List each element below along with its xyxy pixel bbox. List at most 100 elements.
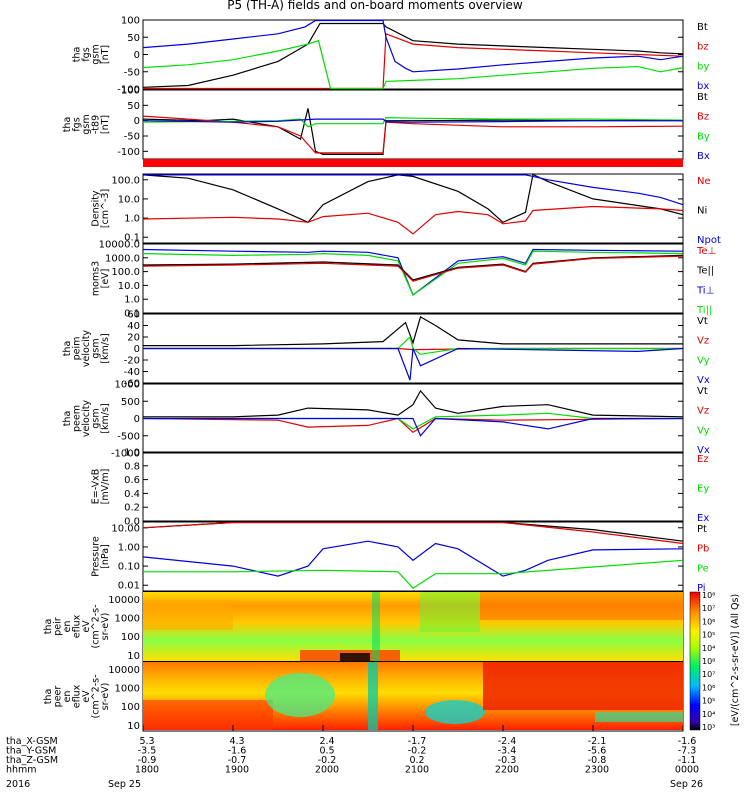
y-tick-label: 60 (127, 310, 140, 321)
legend-Npot: Npot (697, 235, 721, 246)
y-axis-label: Pressure (91, 536, 102, 577)
legend-Vx: Vx (697, 445, 710, 456)
colorbar-tick: 10⁸ (702, 657, 715, 666)
y-axis-label: velocity (81, 400, 92, 438)
legend-bz: bz (697, 42, 709, 53)
legend-Te||: Te|| (696, 266, 714, 277)
colorbar (689, 591, 701, 731)
panel-frame (142, 451, 684, 522)
y-axis-label: tha (62, 117, 73, 133)
y-axis-label: [km/s] (100, 403, 111, 433)
y-tick-label: 0 (134, 50, 140, 61)
legend-Vz: Vz (697, 336, 709, 347)
y-tick-label: 1000 (115, 380, 140, 391)
legend-Vy: Vy (697, 355, 710, 366)
y-tick-label: 100.0 (111, 175, 140, 186)
ephemeris-value: 5.3 (139, 736, 154, 747)
ephemeris-value: -0.2 (408, 746, 427, 757)
y-axis-label: [nPa] (100, 544, 111, 569)
y-axis-label: E=-VxB (91, 469, 102, 504)
y-axis-label: peer (53, 686, 64, 708)
y-axis-label: eV (81, 690, 92, 703)
y-tick-label: 0.6 (124, 475, 140, 486)
colorbar-tick: 10⁵ (702, 697, 715, 706)
series-Ti⊥ (142, 248, 684, 296)
state-bar (143, 159, 683, 167)
y-axis-label: moms3 (91, 261, 102, 296)
legend-Bz: Bz (697, 112, 709, 123)
y-axis-label: tha (62, 411, 73, 427)
y-tick-label: 1000 (115, 684, 140, 695)
colorbar-label: [eV/(cm^2-s-sr-eV)] (All Qs) (730, 594, 741, 726)
series-Vz (142, 417, 684, 434)
ephemeris-value: -1.7 (408, 736, 427, 747)
y-tick-label: 1.0 (124, 295, 140, 306)
series-Vt (143, 315, 683, 347)
y-axis-label: peir (53, 617, 64, 636)
y-axis-label: [cm^-3] (100, 189, 111, 228)
legend-Vt: Vt (697, 386, 708, 397)
y-tick-label: -50 (124, 67, 140, 78)
series-by (142, 39, 684, 90)
colorbar-tick: 10⁸ (702, 591, 715, 600)
y-tick-label: -100 (117, 147, 140, 158)
y-tick-label: 10.0 (118, 194, 140, 205)
ephemeris-value: -0.8 (588, 755, 607, 766)
legend-Vx: Vx (697, 375, 710, 386)
y-axis-label: eflux (72, 614, 83, 638)
y-axis-label: velocity (81, 330, 92, 368)
y-tick-label: 10000 (108, 595, 140, 606)
ephemeris-value: -7.3 (678, 746, 697, 757)
y-tick-label: -50 (124, 132, 140, 143)
y-tick-label: 1000.0 (105, 253, 140, 264)
ephemeris-value: -0.7 (228, 755, 247, 766)
y-axis-label: eV (81, 620, 92, 633)
legend-Pi: Pi (697, 583, 706, 594)
legend-Ni: Ni (697, 206, 707, 217)
y-tick-label: 1.0 (124, 214, 140, 225)
legend-Ti||: Ti|| (696, 305, 712, 316)
panel-3: 100.0 10.0 1.0 0.1 Density[cm^-3] Ne Ni Npot (91, 173, 721, 246)
y-tick-label: -500 (117, 431, 140, 442)
y-tick-label: 10000 (108, 665, 140, 676)
y-tick-label: 10.00 (111, 523, 140, 534)
y-tick-label: 10.0 (118, 281, 140, 292)
y-tick-label: 100.0 (111, 267, 140, 278)
legend-Bt: Bt (697, 22, 708, 33)
y-tick-label: 10000.0 (99, 240, 140, 251)
colorbar-tick: 10⁴ (702, 710, 715, 719)
ephemeris-value: 0.5 (319, 746, 334, 757)
colorbar-tick: 10⁷ (702, 670, 715, 679)
ephemeris-value: -3.5 (138, 746, 157, 757)
y-axis-label: (cm^2-s- (91, 675, 102, 719)
series-Npot (143, 174, 684, 206)
y-tick-label: 0.10 (118, 562, 140, 573)
legend-by: by (697, 61, 709, 72)
ephemeris-value: 2300 (585, 765, 609, 776)
y-axis-label: peem (72, 405, 83, 432)
ephemeris-row-label: hhmm (6, 765, 37, 776)
panel-7: 1.0 0.8 0.6 0.4 0.2 0.0 E=-VxB[mV/m] Ez Ey Ex (91, 448, 710, 528)
y-axis-label: [km/s] (100, 333, 111, 363)
y-axis-label: gsm (81, 114, 92, 134)
spectrogram-artwork (143, 592, 683, 730)
ephemeris-value: -5.6 (588, 746, 607, 757)
ephemeris-value: 1900 (225, 765, 249, 776)
legend-Ne: Ne (697, 176, 711, 187)
ephemeris-value: 1800 (135, 765, 159, 776)
legend-Te⊥: Te⊥ (696, 246, 716, 257)
y-tick-label: -20 (124, 356, 140, 367)
y-axis-label: tha (72, 47, 83, 63)
legend-Bt: Bt (697, 92, 708, 103)
y-axis-label: en (62, 691, 73, 703)
year-label: 2016 (6, 779, 30, 790)
y-axis-label: en (62, 621, 73, 633)
ephemeris-value: -0.2 (318, 755, 337, 766)
panel-frame (142, 19, 684, 90)
y-tick-label: -60 (124, 379, 140, 390)
y-axis-label: fgs (81, 47, 92, 61)
date-end-label: Sep 26 (670, 779, 703, 790)
y-axis-label: [eV] (100, 269, 111, 289)
